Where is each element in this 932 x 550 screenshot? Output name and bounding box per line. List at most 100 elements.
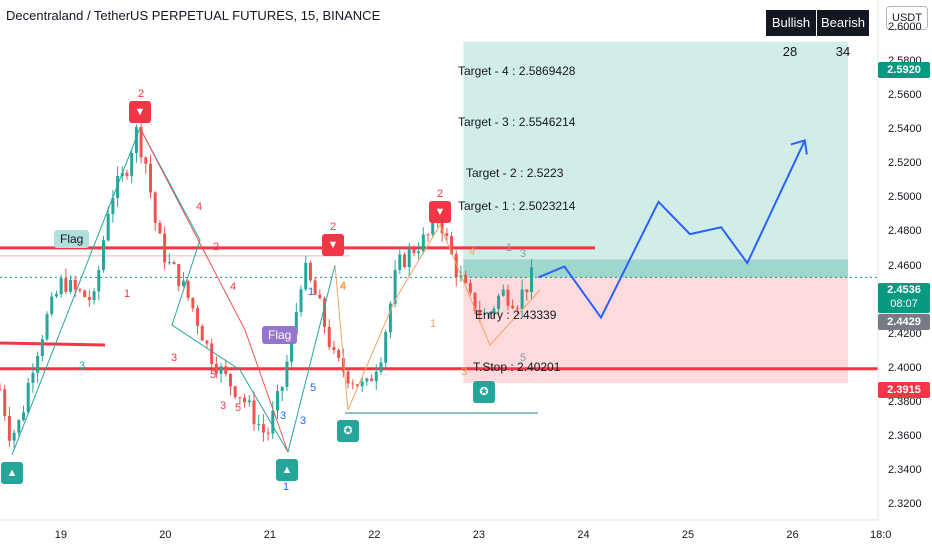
candle-body bbox=[87, 296, 91, 301]
arrow-down-icon: ▼ bbox=[434, 206, 446, 218]
wave-label: 2 bbox=[213, 241, 220, 253]
candle-body bbox=[83, 290, 87, 297]
wave-line-orange bbox=[334, 223, 541, 411]
wave-line-bear bbox=[139, 127, 289, 453]
entry-band bbox=[463, 259, 848, 278]
wave-label: 1 bbox=[430, 318, 437, 330]
candle-body bbox=[73, 279, 77, 290]
candle-body bbox=[224, 366, 228, 374]
entry-label: Entry : 2.43339 bbox=[475, 308, 557, 322]
candle-body bbox=[163, 233, 167, 263]
candle-body bbox=[144, 157, 148, 164]
x-tick-label: 21 bbox=[263, 529, 276, 541]
candle-body bbox=[412, 248, 416, 254]
y-tick-label: 2.5200 bbox=[888, 157, 922, 170]
candle-body bbox=[92, 291, 96, 301]
wave-label: 4 bbox=[230, 281, 237, 293]
candle-body bbox=[454, 254, 458, 278]
candle-body bbox=[407, 248, 411, 268]
stop-label: T.Stop : 2.40201 bbox=[473, 360, 561, 374]
candle-body bbox=[243, 397, 247, 403]
candle-body bbox=[40, 339, 44, 357]
candle-body bbox=[36, 356, 40, 373]
candle-body bbox=[445, 233, 449, 236]
wave-label: 2 bbox=[330, 221, 337, 233]
x-tick-label: 24 bbox=[577, 529, 590, 541]
candle-body bbox=[346, 371, 350, 384]
candle-body bbox=[313, 280, 317, 295]
target-2-label: Target - 2 : 2.5223 bbox=[466, 166, 564, 180]
candle-body bbox=[525, 289, 529, 293]
wave-label: 1 bbox=[506, 242, 513, 254]
y-tick-label: 2.4600 bbox=[888, 259, 922, 272]
flag-label-1: Flag bbox=[54, 230, 90, 248]
wave-lines bbox=[11, 126, 541, 456]
candle-body bbox=[365, 378, 369, 382]
candle-body bbox=[247, 400, 251, 403]
candle-body bbox=[69, 279, 73, 292]
wave-label: 5 bbox=[310, 382, 317, 394]
candle-body bbox=[54, 294, 58, 297]
y-tick-label: 2.5600 bbox=[888, 89, 922, 102]
candle-body bbox=[181, 280, 185, 286]
candle-body bbox=[482, 313, 486, 315]
candle-body bbox=[468, 282, 472, 293]
candle-body bbox=[492, 308, 496, 314]
candle-body bbox=[299, 289, 303, 312]
candle-body bbox=[210, 343, 214, 364]
arrow-up-icon: ▲ bbox=[281, 464, 293, 476]
candle-body bbox=[304, 262, 308, 290]
candle-body bbox=[290, 334, 294, 362]
candle-body bbox=[327, 326, 331, 347]
candle-body bbox=[214, 363, 218, 374]
candle-body bbox=[271, 410, 275, 434]
candle-body bbox=[398, 254, 402, 270]
candle-body bbox=[7, 415, 11, 441]
candle-body bbox=[106, 213, 110, 241]
candle-body bbox=[487, 313, 491, 315]
candle-body bbox=[276, 391, 280, 411]
buy-marker-2: ▲ bbox=[276, 459, 298, 481]
y-tick-label: 2.4200 bbox=[888, 327, 922, 340]
candle-body bbox=[473, 292, 477, 311]
candle-body bbox=[45, 314, 49, 340]
y-tick-label: 2.5400 bbox=[888, 123, 922, 136]
candle-body bbox=[515, 308, 519, 310]
target-1-label: Target - 1 : 2.5023214 bbox=[458, 199, 576, 213]
candle-body bbox=[440, 221, 444, 234]
candle-body bbox=[134, 127, 138, 154]
candle-body bbox=[417, 251, 421, 254]
flag-label-2: Flag bbox=[262, 326, 298, 344]
candle-body bbox=[130, 153, 134, 177]
loss-zone bbox=[463, 277, 848, 384]
candle-body bbox=[332, 346, 336, 350]
wave-label: 1 bbox=[124, 288, 131, 300]
candle-body bbox=[497, 295, 501, 309]
bullish-button[interactable]: Bullish bbox=[766, 10, 816, 36]
candle-body bbox=[506, 289, 510, 306]
wave-label: 4 bbox=[340, 281, 347, 293]
arrow-up-icon: ▲ bbox=[6, 467, 18, 479]
resistance-levels bbox=[0, 246, 878, 414]
arrow-down-icon: ▼ bbox=[134, 106, 146, 118]
y-tick-label: 2.3800 bbox=[888, 395, 922, 408]
candle-body bbox=[403, 254, 407, 268]
candle-body bbox=[355, 384, 359, 387]
target-4-label: Target - 4 : 2.5869428 bbox=[458, 64, 576, 78]
candle-body bbox=[337, 349, 341, 358]
bearish-button[interactable]: Bearish bbox=[817, 10, 869, 36]
wave-label: 5 bbox=[520, 352, 527, 364]
y-tick-label: 2.3600 bbox=[888, 429, 922, 442]
current-price-badge: 2.4536 08:07 bbox=[878, 283, 930, 313]
x-tick-label: 23 bbox=[472, 529, 486, 541]
candle-body bbox=[116, 176, 120, 198]
candle-body bbox=[22, 412, 26, 421]
wave-label: 5 bbox=[235, 402, 242, 414]
wave-label: 3 bbox=[520, 248, 527, 260]
projection-line bbox=[537, 139, 806, 320]
currency-selector[interactable]: USDT bbox=[886, 6, 928, 30]
x-tick-label: 25 bbox=[681, 529, 695, 541]
rocket-icon: ✪ bbox=[479, 386, 489, 398]
candle-body bbox=[285, 361, 289, 387]
